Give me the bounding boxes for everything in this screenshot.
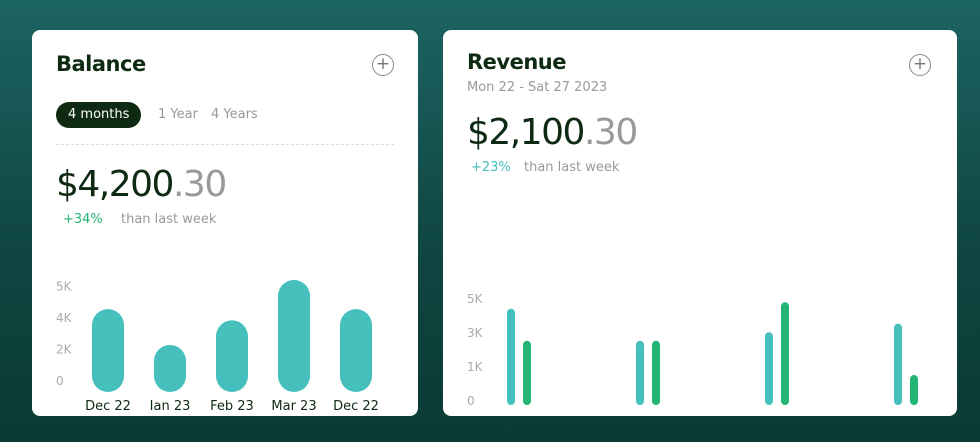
- bar: [154, 344, 186, 392]
- bar: [278, 280, 310, 392]
- bar-series-2: [781, 302, 789, 405]
- y-tick-label: 5K: [56, 280, 73, 294]
- revenue-date-range: Mon 22 - Sat 27 2023: [467, 80, 608, 95]
- revenue-chart: 01K3K5KDec 23Jan 24Feb 24Mar 24: [467, 292, 918, 408]
- balance-chart: 0 2K 4K 5K Dec 22 Jan 23 Feb 23 Mar 23 Dec 22: [56, 280, 379, 411]
- y-tick-label: 3K: [467, 326, 484, 340]
- y-tick-label: 5K: [467, 292, 484, 306]
- y-tick-label: 0: [467, 394, 475, 408]
- plus-circle-icon[interactable]: +: [372, 54, 394, 76]
- x-tick-label: Jan 23: [149, 399, 191, 410]
- bar-series-1: [636, 340, 644, 405]
- revenue-card: Revenue Mon 22 - Sat 27 2023 + $2,100.30…: [443, 30, 957, 416]
- revenue-title: Revenue: [467, 50, 567, 74]
- y-tick-label: 0: [56, 374, 64, 388]
- bar-series-1: [507, 308, 515, 405]
- x-tick-label: Feb 23: [210, 399, 254, 410]
- change-percent: +34%: [63, 212, 103, 227]
- y-tick-label: 2K: [56, 343, 73, 357]
- balance-card: Balance + 4 months 1 Year 4 Years $4,200…: [32, 30, 418, 416]
- y-tick-label: 1K: [467, 360, 484, 374]
- range-4-months[interactable]: 4 months: [56, 102, 142, 128]
- range-4-years[interactable]: 4 Years: [211, 107, 258, 122]
- bar-series-2: [523, 340, 531, 405]
- x-tick-label: Mar 23: [271, 399, 316, 410]
- bar-series-2: [652, 340, 660, 405]
- bar-series-1: [894, 323, 902, 405]
- bar-series-1: [765, 332, 773, 405]
- amount-main: $4,200: [56, 164, 174, 205]
- x-tick-label: Dec 22: [85, 399, 131, 410]
- balance-title: Balance: [56, 52, 146, 76]
- y-tick-label: 4K: [56, 311, 73, 325]
- amount-decimal: .30: [172, 164, 227, 205]
- amount-main: $2,100: [467, 112, 585, 153]
- change-percent: +23%: [471, 160, 511, 175]
- bar: [92, 309, 124, 392]
- range-1-year[interactable]: 1 Year: [158, 107, 198, 122]
- comparison-text: than last week: [121, 212, 217, 227]
- balance-amount: $4,200.30: [56, 164, 227, 205]
- revenue-amount: $2,100.30: [467, 112, 638, 153]
- bar: [216, 320, 248, 392]
- x-tick-label: Dec 22: [333, 399, 379, 410]
- plus-circle-icon[interactable]: +: [909, 54, 931, 76]
- bar: [340, 309, 372, 392]
- comparison-text: than last week: [524, 160, 620, 175]
- divider: [56, 144, 394, 145]
- amount-decimal: .30: [583, 112, 638, 153]
- bar-series-2: [910, 375, 918, 405]
